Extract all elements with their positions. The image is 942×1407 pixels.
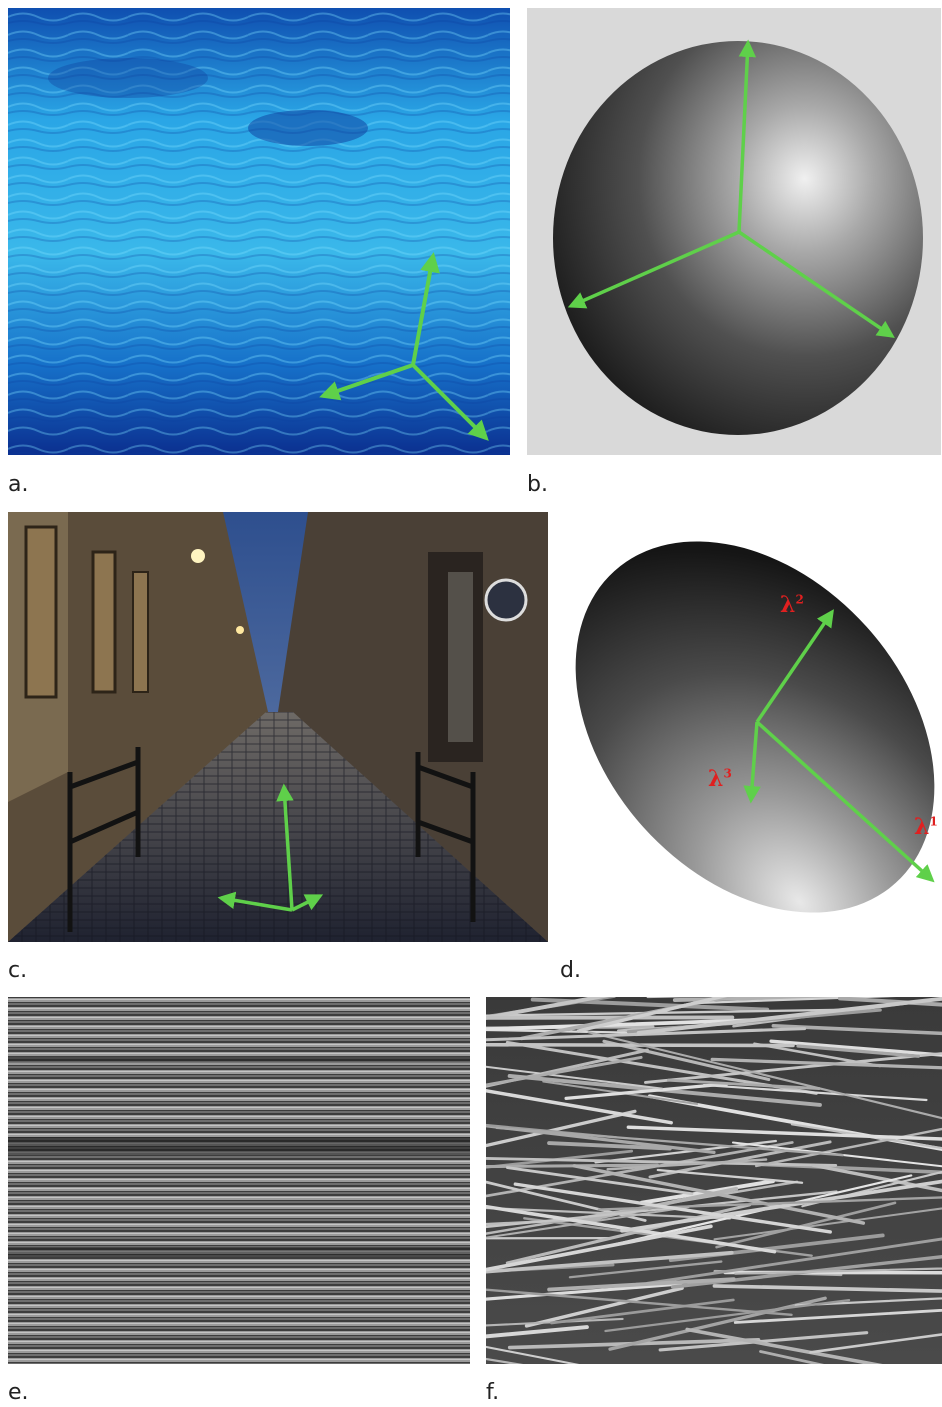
- strand: [486, 1204, 777, 1254]
- strand: [486, 1224, 713, 1272]
- strand: [647, 1094, 942, 1152]
- strand: [587, 1031, 942, 1120]
- strand: [604, 1298, 851, 1333]
- panel-d-ellipsoid-image: λ2 λ3 λ1: [560, 512, 942, 942]
- strand: [731, 1141, 942, 1168]
- panel-label-c: c.: [8, 958, 28, 983]
- strand: [656, 1168, 804, 1184]
- strand: [495, 1126, 844, 1157]
- strand: [486, 1190, 838, 1229]
- strand: [486, 1157, 838, 1167]
- strand: [734, 1267, 942, 1275]
- strand: [755, 1127, 942, 1168]
- panel-c-street-image: [8, 512, 548, 942]
- panel-label-f: f.: [486, 1380, 500, 1405]
- strand: [712, 1284, 942, 1293]
- strand: [486, 1088, 673, 1125]
- strand: [513, 1182, 832, 1234]
- strand: [486, 1325, 589, 1339]
- strand: [666, 1078, 821, 1091]
- strand: [486, 1042, 795, 1048]
- strand: [486, 1065, 664, 1090]
- strand: [837, 997, 942, 1007]
- strand: [486, 1055, 643, 1087]
- strand: [753, 1042, 882, 1068]
- strand: [644, 1052, 942, 1084]
- strand: [505, 1166, 694, 1196]
- strand: [620, 1179, 942, 1233]
- strand: [710, 1057, 942, 1070]
- strand: [658, 1331, 869, 1352]
- strand: [645, 1237, 942, 1285]
- panel-f-random-strands-image: [486, 997, 942, 1364]
- strand: [486, 1317, 624, 1327]
- strand: [568, 1260, 723, 1279]
- strand: [564, 1082, 729, 1100]
- strand: [486, 1163, 660, 1169]
- strand: [547, 1141, 672, 1151]
- strand: [486, 1141, 794, 1198]
- lambda-3-index: 3: [723, 766, 732, 781]
- strand: [811, 1163, 942, 1193]
- strand: [524, 1286, 684, 1328]
- strand: [761, 1162, 942, 1175]
- strand: [794, 1297, 942, 1307]
- strand: [486, 1250, 734, 1274]
- strand: [486, 997, 610, 1020]
- lambda-2-index: 2: [795, 592, 804, 607]
- lambda-1-symbol: λ: [914, 814, 930, 840]
- strand: [715, 1201, 897, 1249]
- lambda-3-label: λ3: [708, 766, 732, 792]
- panel-label-d: d.: [560, 958, 581, 983]
- lambda-3-symbol: λ: [708, 766, 724, 792]
- panel-label-a: a.: [8, 472, 29, 497]
- strand: [796, 1044, 920, 1058]
- lambda-1-label: λ1: [914, 814, 938, 840]
- lambda-2-label: λ2: [780, 592, 804, 618]
- lambda-1-index: 1: [929, 814, 938, 829]
- strand: [702, 1083, 928, 1102]
- panel-b-sphere-image: [527, 8, 941, 455]
- panel-e-aligned-strands-image: [8, 997, 470, 1364]
- strand: [550, 1298, 735, 1325]
- strand: [636, 997, 942, 1035]
- axes-arrows-a: [319, 252, 489, 441]
- strand: [626, 1125, 942, 1141]
- strand: [486, 1017, 775, 1032]
- strand: [547, 1277, 736, 1292]
- strand: [733, 1308, 942, 1324]
- strand: [790, 1123, 942, 1150]
- strand: [572, 1164, 866, 1225]
- strand: [576, 997, 728, 1033]
- strand: [486, 1205, 690, 1239]
- strand: [771, 1024, 942, 1036]
- panel-label-e: e.: [8, 1380, 29, 1405]
- strand: [486, 1149, 634, 1169]
- strand: [486, 1109, 637, 1148]
- strand: [486, 1288, 793, 1317]
- strand: [486, 1282, 683, 1301]
- panel-a-water-image: [8, 8, 510, 455]
- strand: [769, 1039, 942, 1057]
- lambda-2-symbol: λ: [780, 592, 796, 618]
- strand: [759, 1350, 825, 1364]
- strand: [486, 1345, 580, 1364]
- strand: [486, 1027, 807, 1042]
- strand: [606, 1158, 768, 1171]
- panel-label-b: b.: [527, 472, 548, 497]
- strand: [713, 1207, 942, 1241]
- strand: [809, 1333, 942, 1354]
- strand: [685, 1327, 883, 1364]
